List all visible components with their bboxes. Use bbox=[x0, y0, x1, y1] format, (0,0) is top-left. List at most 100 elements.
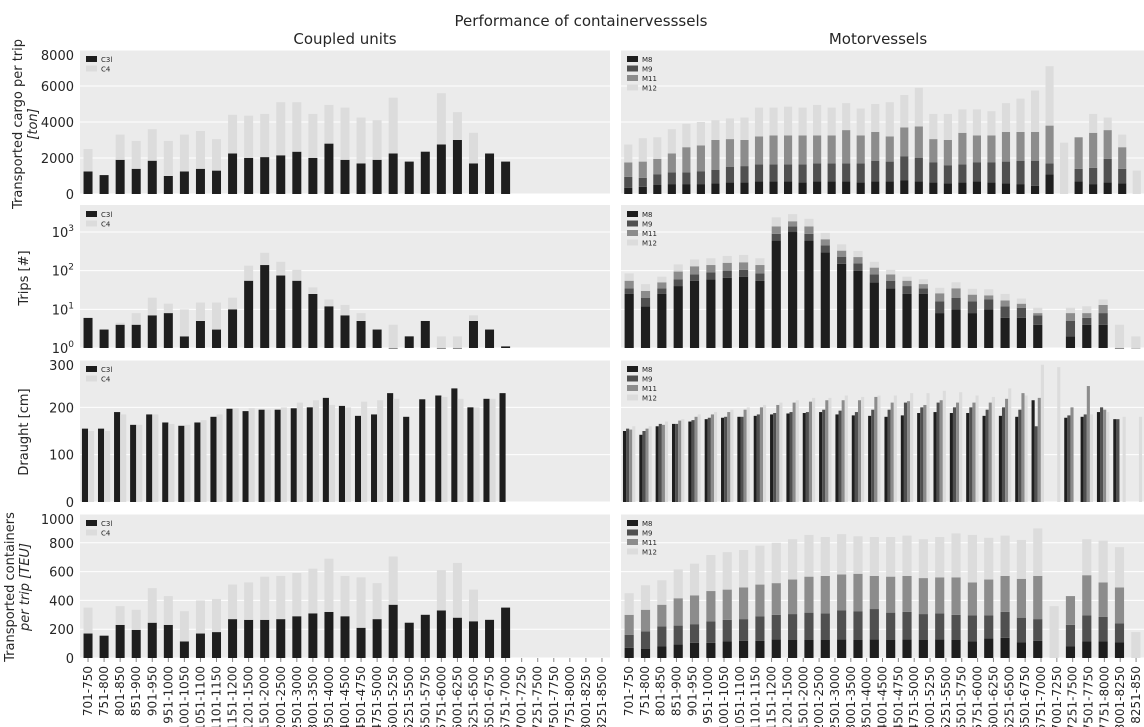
bar-draught-motor-M11-5 bbox=[710, 414, 714, 502]
bar-teu-coupled-C3l-26 bbox=[501, 607, 511, 658]
bar-teu-motor-M9-16 bbox=[886, 612, 896, 640]
legend-swatch bbox=[86, 56, 97, 62]
column-title-motor: Motorvessels bbox=[829, 30, 927, 48]
y-tick-label: 200 bbox=[49, 401, 74, 416]
bar-draught-motor-M12-20 bbox=[959, 392, 963, 502]
bar-cargo-coupled-C4-23 bbox=[452, 112, 462, 140]
bar-draught-motor-M12-12 bbox=[828, 397, 832, 502]
bar-draught-motor-M9-5 bbox=[707, 417, 711, 502]
bar-teu-motor-M8-18 bbox=[918, 640, 928, 658]
bar-teu-motor-M12-5 bbox=[706, 555, 716, 592]
bar-trips-motor-M9-3 bbox=[673, 279, 683, 287]
bar-teu-coupled-C3l-25 bbox=[485, 619, 495, 658]
bar-trips-coupled-C4-19 bbox=[388, 324, 398, 348]
bar-draught-coupled-C3l-20 bbox=[403, 416, 410, 502]
x-tick-label: 1501-2000 bbox=[796, 666, 810, 727]
bar-trips-motor-M11-25 bbox=[1033, 313, 1043, 316]
bar-draught-motor-M9-3 bbox=[675, 423, 679, 502]
bar-trips-coupled-C4-14 bbox=[308, 287, 318, 294]
bar-cargo-motor-M8-20 bbox=[914, 181, 923, 194]
bar-teu-coupled-C4-16 bbox=[340, 575, 350, 617]
bar-trips-motor-M11-1 bbox=[640, 290, 651, 298]
bar-teu-coupled-C4-23 bbox=[452, 562, 462, 618]
bar-draught-motor-M8-13 bbox=[835, 414, 839, 502]
bar-trips-motor-M8-19 bbox=[935, 313, 945, 348]
bar-trips-motor-M8-17 bbox=[902, 293, 912, 348]
bar-draught-motor-M11-27 bbox=[1070, 407, 1074, 502]
legend-swatch bbox=[627, 65, 638, 72]
x-tick-label: 6001-6250 bbox=[986, 666, 1000, 727]
bar-draught-motor-M8-22 bbox=[982, 415, 986, 502]
bar-trips-coupled-C3l-5 bbox=[163, 313, 173, 348]
bar-trips-motor-M8-7 bbox=[739, 276, 749, 348]
bar-cargo-motor-M8-10 bbox=[769, 181, 778, 194]
bar-trips-motor-M12-16 bbox=[886, 269, 896, 275]
x-tick-label: 1201-1500 bbox=[780, 666, 794, 727]
bar-teu-motor-M11-24 bbox=[1016, 578, 1026, 618]
x-tick-label: 7501-7750 bbox=[1082, 666, 1096, 727]
bar-cargo-coupled-C3l-2 bbox=[115, 159, 125, 194]
bar-cargo-motor-M8-14 bbox=[827, 181, 836, 194]
x-tick-label: 1201-1500 bbox=[242, 666, 256, 727]
bar-teu-motor-M11-19 bbox=[935, 577, 945, 614]
bar-draught-motor-M8-20 bbox=[949, 413, 953, 502]
bar-draught-motor-M8-30 bbox=[1113, 419, 1117, 502]
bar-cargo-motor-M12-16 bbox=[856, 108, 865, 136]
bar-draught-motor-M8-0 bbox=[622, 431, 627, 502]
bar-teu-motor-M12-21 bbox=[967, 534, 977, 583]
bar-trips-motor-M9-27 bbox=[1065, 320, 1076, 337]
bar-teu-coupled-C4-15 bbox=[324, 558, 334, 612]
bar-teu-motor-M8-16 bbox=[886, 640, 896, 658]
bar-trips-motor-M9-13 bbox=[837, 256, 847, 264]
legend-label: C3l bbox=[101, 520, 112, 528]
x-tick-label: 4001-4500 bbox=[876, 666, 890, 727]
bar-teu-motor-M11-20 bbox=[951, 577, 961, 615]
bar-cargo-motor-M12-6 bbox=[711, 120, 720, 140]
bar-cargo-motor-M9-9 bbox=[754, 164, 764, 182]
bar-draught-motor-M9-12 bbox=[822, 409, 826, 502]
bar-cargo-coupled-C3l-23 bbox=[452, 140, 462, 194]
bar-cargo-coupled-C4-3 bbox=[131, 140, 141, 169]
bar-draught-coupled-C3l-13 bbox=[290, 408, 297, 502]
bar-trips-motor-M8-13 bbox=[837, 263, 847, 348]
bar-cargo-motor-M8-28 bbox=[1030, 185, 1040, 194]
bar-cargo-coupled-C3l-10 bbox=[244, 158, 254, 194]
bar-teu-coupled-C4-7 bbox=[195, 600, 205, 634]
x-tick-label: 4751-5000 bbox=[907, 666, 921, 727]
bar-trips-coupled-C3l-17 bbox=[356, 320, 366, 348]
bar-teu-motor-M9-14 bbox=[853, 611, 863, 640]
bar-teu-motor-M11-30 bbox=[1114, 587, 1125, 624]
bar-cargo-motor-M12-20 bbox=[914, 87, 923, 127]
row-label-cargo-line1: Transported cargo per trip bbox=[11, 39, 26, 210]
y-tick-label: 600 bbox=[49, 566, 74, 581]
bar-cargo-motor-M8-26 bbox=[1001, 183, 1011, 194]
x-tick-label: 1101-1150 bbox=[749, 666, 763, 727]
bar-draught-coupled-C4-0 bbox=[88, 431, 95, 502]
bar-draught-motor-M12-16 bbox=[893, 395, 897, 502]
bar-trips-motor-M8-2 bbox=[657, 293, 667, 348]
legend-swatch bbox=[86, 520, 97, 526]
bar-trips-motor-M11-19 bbox=[935, 293, 945, 302]
bar-teu-motor-M12-3 bbox=[673, 569, 683, 599]
bar-trips-coupled-C3l-19 bbox=[388, 348, 398, 349]
bar-cargo-coupled-C3l-19 bbox=[388, 153, 398, 194]
bar-teu-motor-M12-2 bbox=[657, 580, 667, 605]
bar-draught-motor-M12-15 bbox=[877, 395, 881, 502]
bar-cargo-motor-M11-1 bbox=[638, 161, 647, 178]
bar-teu-coupled-C4-2 bbox=[115, 606, 125, 625]
bar-cargo-coupled-C3l-21 bbox=[420, 151, 430, 194]
bar-cargo-coupled-C4-10 bbox=[244, 115, 254, 158]
legend-swatch bbox=[627, 520, 638, 526]
bar-teu-motor-M8-5 bbox=[706, 642, 716, 658]
bar-draught-coupled-C3l-16 bbox=[338, 405, 345, 502]
bar-cargo-coupled-C3l-18 bbox=[372, 159, 382, 194]
bar-trips-motor-M8-28 bbox=[1082, 324, 1092, 348]
bar-cargo-motor-M11-7 bbox=[725, 139, 735, 167]
bar-draught-motor-M8-14 bbox=[851, 415, 855, 502]
legend-label: M9 bbox=[642, 221, 653, 229]
x-tick-label: 6751-7000 bbox=[499, 666, 513, 727]
bar-trips-motor-M12-4 bbox=[689, 259, 700, 267]
